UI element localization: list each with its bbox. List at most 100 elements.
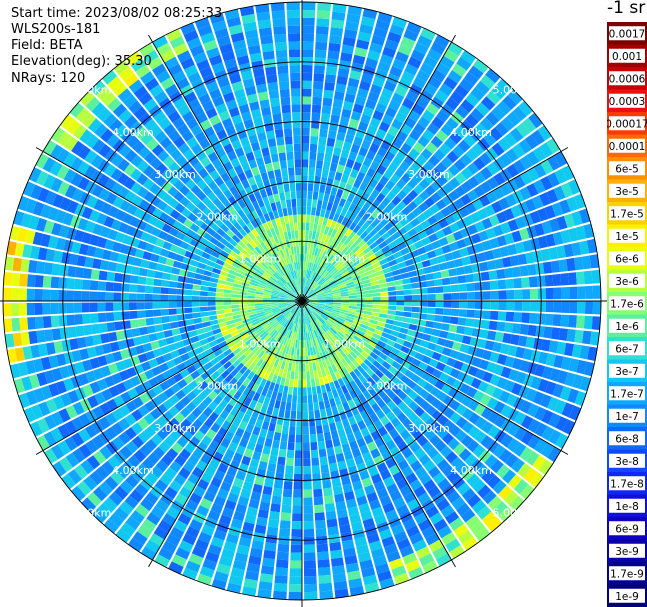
beta-cell — [254, 301, 263, 304]
beta-cell — [124, 413, 137, 426]
beta-cell — [567, 388, 579, 404]
beta-cell — [373, 555, 388, 567]
beta-cell — [333, 196, 341, 206]
beta-cell — [135, 64, 151, 79]
beta-cell — [215, 288, 225, 293]
beta-cell — [263, 293, 272, 297]
beta-cell — [133, 85, 148, 100]
beta-cell — [307, 183, 314, 192]
beta-cell — [325, 510, 337, 520]
beta-cell — [541, 426, 555, 441]
beta-cell — [60, 114, 75, 130]
beta-cell — [338, 328, 347, 336]
beta-cell — [265, 312, 274, 317]
beta-cell — [360, 16, 376, 27]
beta-cell — [241, 315, 250, 321]
beta-cell — [312, 394, 318, 403]
beta-cell — [59, 264, 69, 277]
beta-cell — [303, 324, 306, 333]
beta-cell — [192, 307, 201, 313]
beta-cell — [292, 355, 297, 364]
beta-cell — [165, 234, 176, 244]
beta-cell — [511, 382, 523, 396]
beta-cell — [247, 306, 256, 310]
beta-cell — [113, 450, 127, 465]
beta-cell — [341, 246, 349, 254]
beta-cell — [451, 301, 460, 309]
beta-cell — [303, 536, 315, 545]
beta-cell — [100, 365, 111, 378]
beta-cell — [66, 119, 81, 135]
beta-cell — [126, 135, 140, 149]
beta-cell — [280, 290, 288, 295]
beta-cell — [268, 382, 276, 391]
beta-cell — [538, 351, 549, 365]
beta-cell — [92, 508, 108, 524]
beta-cell — [277, 343, 283, 352]
beta-cell — [288, 49, 301, 58]
beta-cell — [238, 251, 247, 260]
beta-cell — [172, 117, 185, 130]
beta-cell — [203, 385, 213, 396]
beta-cell — [113, 302, 122, 311]
beta-cell — [25, 390, 38, 406]
beta-cell — [201, 524, 215, 537]
beta-cell — [249, 547, 263, 558]
beta-cell — [500, 222, 511, 234]
beta-cell — [563, 243, 574, 258]
beta-cell — [468, 412, 481, 425]
beta-cell — [333, 380, 341, 389]
beta-cell — [259, 360, 267, 370]
beta-cell — [313, 496, 324, 506]
beta-cell — [226, 65, 240, 77]
beta-cell — [106, 322, 116, 332]
beta-cell — [380, 139, 392, 151]
beta-cell — [286, 151, 294, 161]
beta-cell — [40, 385, 53, 400]
beta-cell — [292, 287, 298, 295]
beta-cell — [22, 346, 33, 360]
beta-cell — [96, 378, 108, 391]
beta-cell — [537, 125, 552, 141]
beta-cell — [438, 143, 452, 156]
beta-cell — [387, 310, 396, 316]
beta-cell — [304, 286, 309, 294]
beta-cell — [336, 277, 344, 283]
colorbar-tick-bg — [609, 138, 645, 153]
beta-cell — [290, 560, 302, 569]
beta-cell — [449, 399, 461, 411]
beta-cell — [396, 301, 405, 306]
beta-cell — [357, 301, 365, 304]
beta-cell — [152, 245, 162, 255]
beta-cell — [298, 230, 302, 239]
beta-cell — [255, 269, 264, 276]
beta-cell — [537, 207, 549, 222]
azimuth-spoke — [301, 300, 569, 455]
beta-cell — [316, 353, 322, 362]
colorbar-tick-bg — [609, 566, 645, 581]
beta-cell — [222, 199, 232, 210]
beta-cell — [44, 329, 54, 342]
beta-cell — [251, 108, 262, 119]
beta-cell — [255, 256, 263, 265]
beta-cell — [362, 106, 374, 117]
beta-cell — [342, 36, 356, 47]
beta-cell — [424, 429, 436, 441]
beta-cell — [204, 375, 215, 386]
azimuth-spoke — [148, 300, 303, 568]
beta-cell — [586, 238, 597, 254]
beta-cell — [324, 305, 333, 309]
beta-cell — [302, 104, 311, 113]
beta-cell — [334, 91, 345, 101]
beta-cell — [287, 247, 292, 256]
beta-cell — [303, 261, 306, 270]
beta-cell — [307, 394, 313, 404]
beta-cell — [154, 554, 170, 568]
beta-cell — [194, 248, 204, 257]
beta-cell — [42, 316, 52, 329]
beta-cell — [136, 293, 145, 301]
beta-cell — [122, 379, 134, 391]
beta-cell — [161, 454, 174, 467]
beta-cell — [177, 247, 187, 256]
beta-cell — [302, 308, 304, 317]
